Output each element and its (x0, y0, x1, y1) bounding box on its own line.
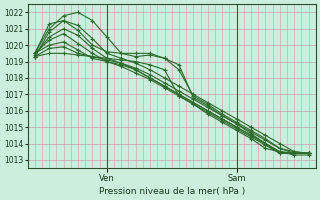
X-axis label: Pression niveau de la mer( hPa ): Pression niveau de la mer( hPa ) (99, 187, 245, 196)
